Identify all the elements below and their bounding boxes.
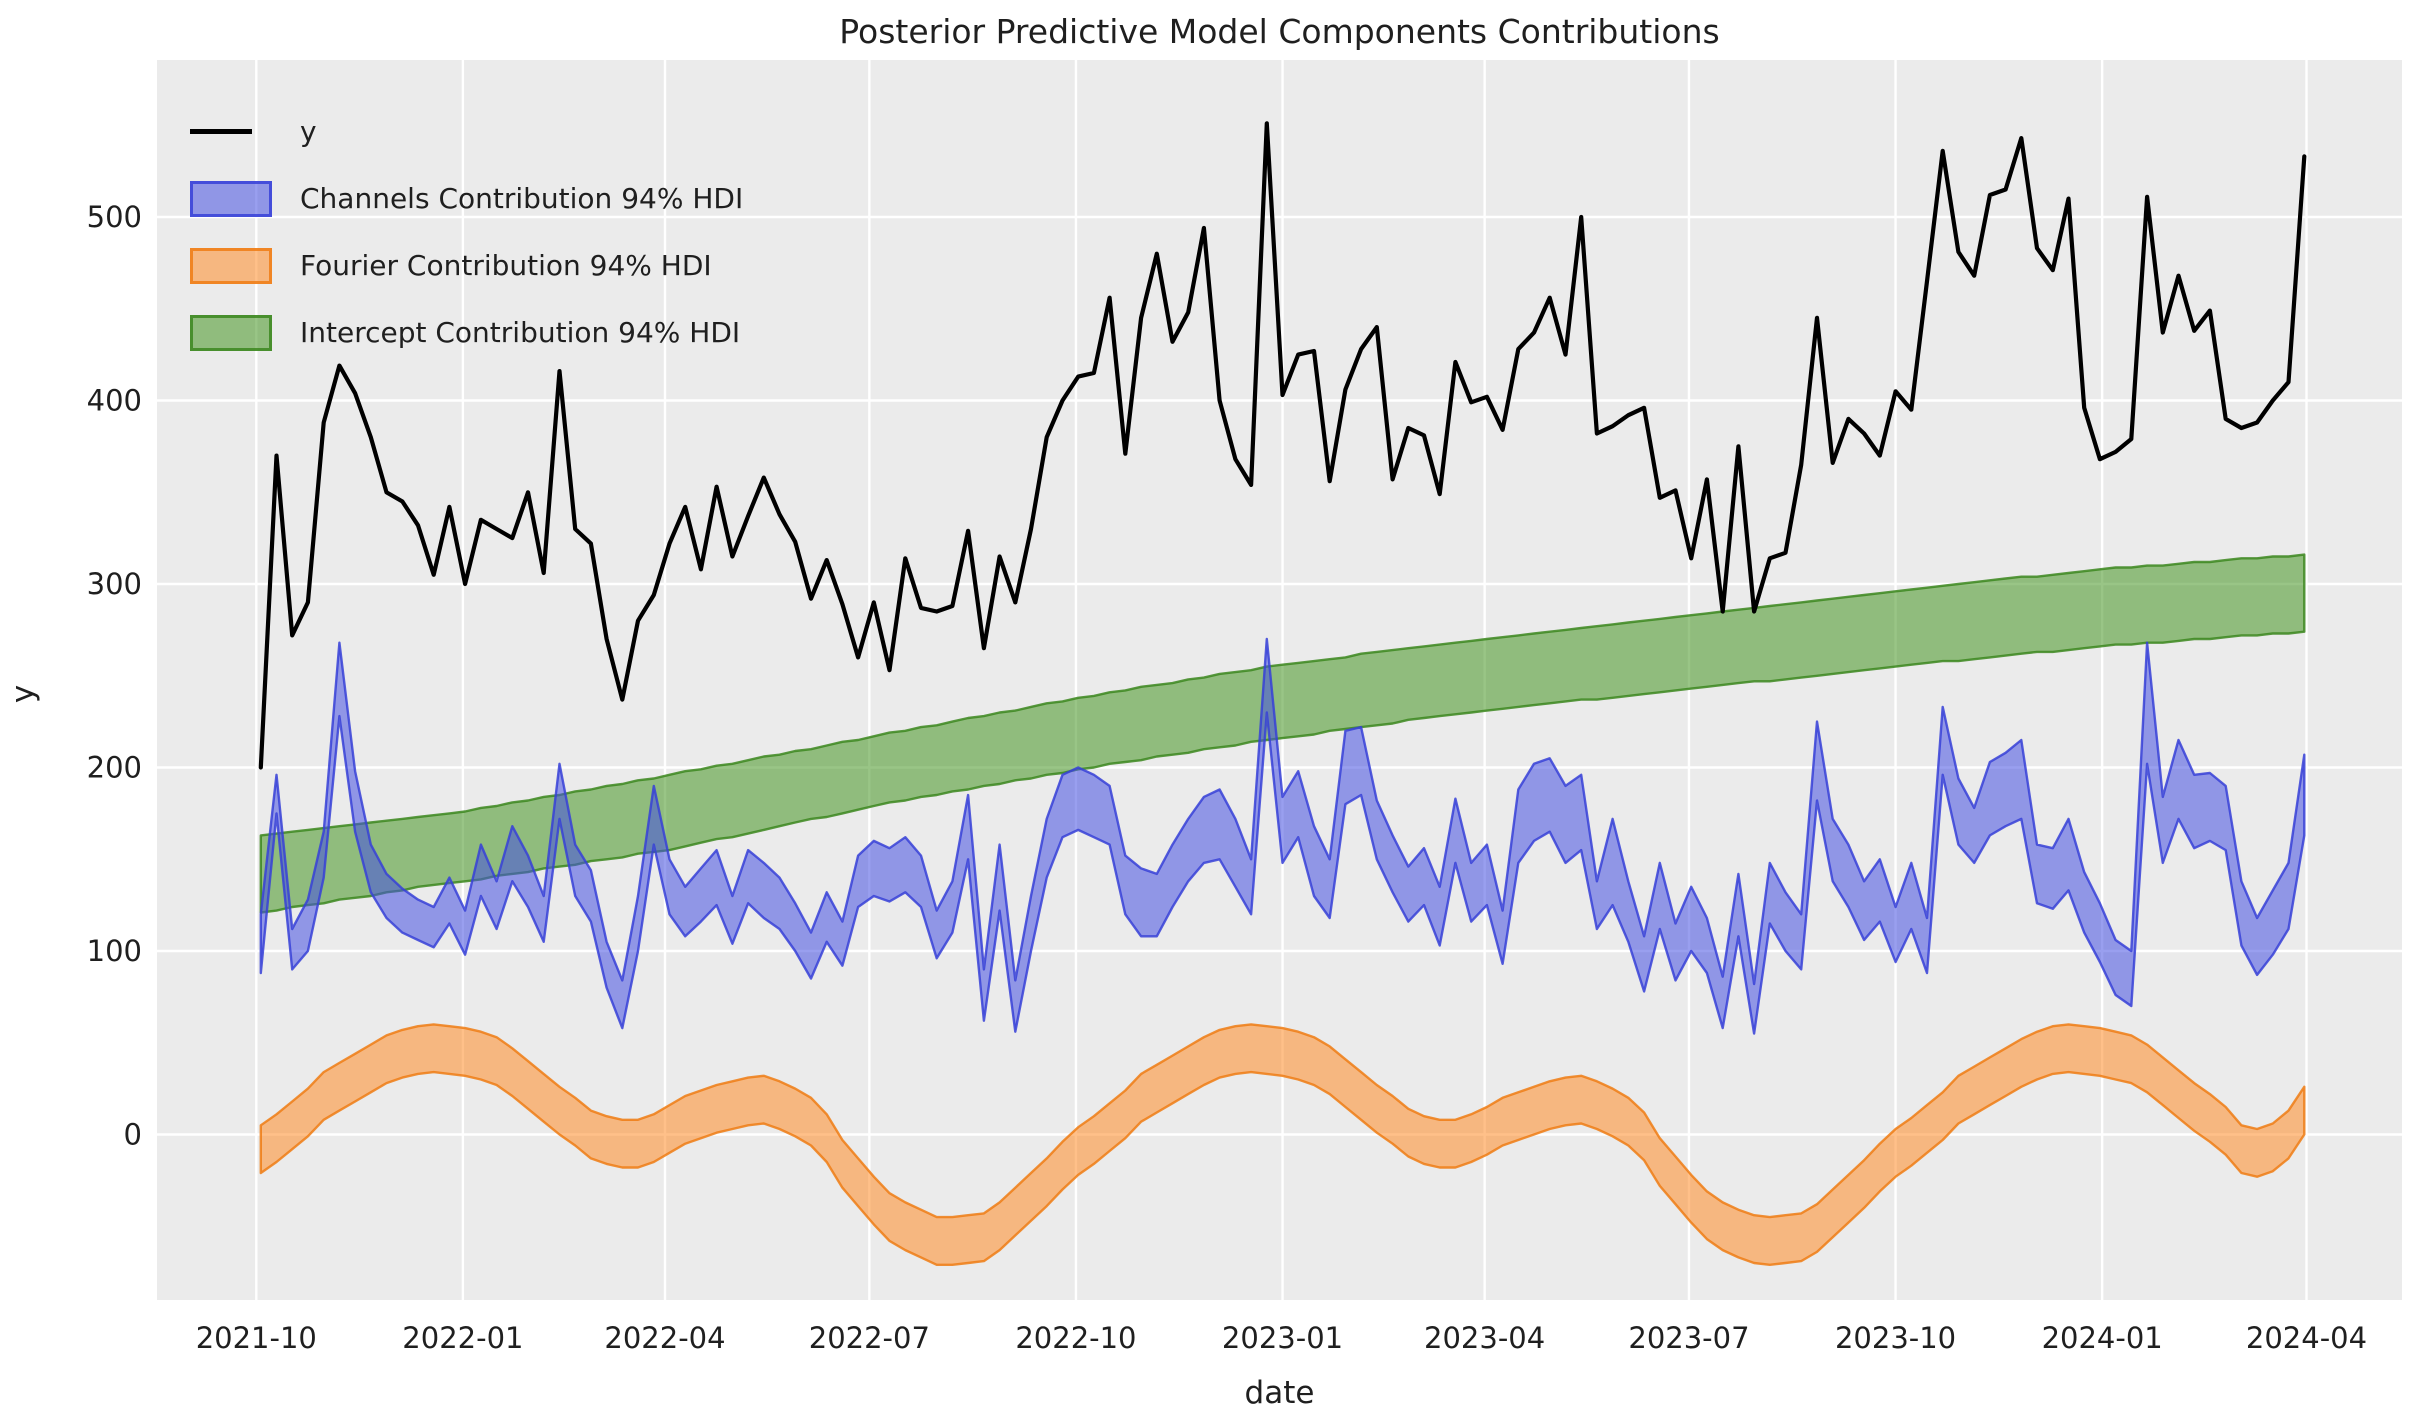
legend-label: y xyxy=(300,115,317,148)
legend-line-swatch xyxy=(190,129,252,134)
intercept-contribution-band xyxy=(259,553,2306,914)
legend-label: Fourier Contribution 94% HDI xyxy=(300,249,712,282)
legend-label: Intercept Contribution 94% HDI xyxy=(300,316,741,349)
legend-item-2: Fourier Contribution 94% HDI xyxy=(190,232,743,299)
legend: y Channels Contribution 94% HDI Fourier Co… xyxy=(190,98,743,366)
y-tick-label-100: 100 xyxy=(87,934,142,968)
x-tick-label-2024-04: 2024-04 xyxy=(2246,1321,2367,1355)
x-tick-label-2024-01: 2024-01 xyxy=(2042,1321,2163,1355)
legend-swatch-box xyxy=(190,247,274,284)
legend-patch-swatch xyxy=(190,314,272,351)
legend-swatch-box xyxy=(190,129,274,134)
x-tick-label-2022-10: 2022-10 xyxy=(1015,1321,1136,1355)
x-axis-label: date xyxy=(1244,1375,1315,1411)
legend-swatch-box xyxy=(190,314,274,351)
x-tick-label-2022-01: 2022-01 xyxy=(402,1321,523,1355)
chart-title: Posterior Predictive Model Components Co… xyxy=(839,12,1720,51)
legend-patch-swatch xyxy=(190,247,272,284)
x-tick-label-2023-10: 2023-10 xyxy=(1835,1321,1956,1355)
channels-contribution-band xyxy=(259,637,2306,1035)
y-tick-label-200: 200 xyxy=(87,751,142,785)
y-axis-label: y xyxy=(5,684,42,704)
y-tick-label-500: 500 xyxy=(87,200,142,234)
legend-item-0: y xyxy=(190,98,743,165)
fourier-contribution-band xyxy=(259,1023,2306,1267)
legend-label: Channels Contribution 94% HDI xyxy=(300,182,744,215)
y-series-line xyxy=(258,121,2307,770)
legend-swatch-box xyxy=(190,180,274,217)
legend-patch-swatch xyxy=(190,180,272,217)
legend-item-3: Intercept Contribution 94% HDI xyxy=(190,299,743,366)
y-tick-label-300: 300 xyxy=(87,567,142,601)
x-tick-label-2021-10: 2021-10 xyxy=(196,1321,317,1355)
x-tick-label-2023-07: 2023-07 xyxy=(1628,1321,1749,1355)
y-tick-label-0: 0 xyxy=(124,1118,142,1152)
legend-item-1: Channels Contribution 94% HDI xyxy=(190,165,743,232)
x-tick-label-2022-07: 2022-07 xyxy=(809,1321,930,1355)
x-tick-label-2023-01: 2023-01 xyxy=(1222,1321,1343,1355)
y-tick-label-400: 400 xyxy=(87,384,142,418)
x-tick-label-2023-04: 2023-04 xyxy=(1424,1321,1545,1355)
x-tick-label-2022-04: 2022-04 xyxy=(604,1321,725,1355)
